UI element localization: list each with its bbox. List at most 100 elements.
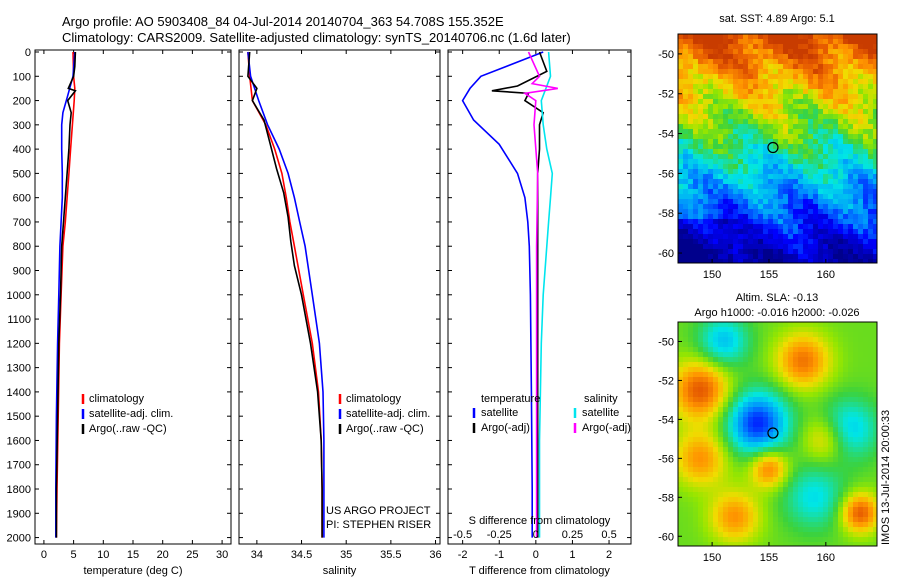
sst-map-cell bbox=[748, 49, 753, 54]
sst-map-cell bbox=[783, 239, 788, 244]
sst-map-cell bbox=[798, 109, 803, 114]
sst-map-cell bbox=[858, 199, 863, 204]
sst-map-cell bbox=[733, 109, 738, 114]
sla-map-cell bbox=[818, 397, 823, 402]
sst-map-cell bbox=[873, 134, 877, 139]
sst-map-cell bbox=[678, 254, 683, 259]
sst-map-cell bbox=[733, 254, 738, 259]
sla-map-cell bbox=[853, 407, 858, 412]
sst-map-cell bbox=[688, 84, 693, 89]
sst-map-cell bbox=[683, 89, 688, 94]
sst-map-cell bbox=[708, 119, 713, 124]
sla-map-cell bbox=[813, 522, 818, 527]
sla-map-cell bbox=[843, 507, 848, 512]
sst-map-cell bbox=[753, 144, 758, 149]
sst-map-cell bbox=[858, 124, 863, 129]
sst-map-cell bbox=[773, 124, 778, 129]
sla-map-cell bbox=[748, 367, 753, 372]
sla-map-cell bbox=[853, 442, 858, 447]
sla-map-cell bbox=[848, 367, 853, 372]
sla-map-cell bbox=[793, 397, 798, 402]
sst-map-cell bbox=[733, 134, 738, 139]
sst-map-cell bbox=[738, 49, 743, 54]
sst-map-cell bbox=[738, 84, 743, 89]
sla-map-cell bbox=[823, 422, 828, 427]
sla-map-cell bbox=[733, 412, 738, 417]
sla-map-cell bbox=[858, 362, 863, 367]
sst-map-cell bbox=[868, 199, 873, 204]
sst-map-cell bbox=[813, 234, 818, 239]
sla-map-cell bbox=[708, 387, 713, 392]
sla-map-cell bbox=[748, 492, 753, 497]
sst-map-cell bbox=[748, 109, 753, 114]
sst-map-cell bbox=[868, 64, 873, 69]
sla-map-cell bbox=[683, 477, 688, 482]
sla-map-cell bbox=[843, 372, 848, 377]
sst-map-cell bbox=[818, 224, 823, 229]
sst-map-cell bbox=[778, 194, 783, 199]
sst-map-cell bbox=[873, 114, 877, 119]
sla-map-cell bbox=[818, 537, 823, 542]
sla-map-cell bbox=[753, 397, 758, 402]
sst-map-cell bbox=[813, 44, 818, 49]
sst-map-cell bbox=[698, 89, 703, 94]
sst-map-cell bbox=[678, 124, 683, 129]
sst-map-cell bbox=[818, 194, 823, 199]
sla-map-cell bbox=[858, 462, 863, 467]
figure-title-line-1: Argo profile: AO 5903408_84 04-Jul-2014 … bbox=[62, 14, 504, 29]
sla-map-cell bbox=[848, 502, 853, 507]
sst-map-cell bbox=[853, 219, 858, 224]
sla-map-cell bbox=[833, 402, 838, 407]
sla-map-cell bbox=[718, 367, 723, 372]
sst-map-cell bbox=[788, 179, 793, 184]
sst-map-cell bbox=[853, 119, 858, 124]
sst-map-cell bbox=[683, 139, 688, 144]
sla-map-cell bbox=[788, 362, 793, 367]
sla-map-cell bbox=[698, 417, 703, 422]
sst-map-cell bbox=[693, 234, 698, 239]
sst-map-cell bbox=[863, 194, 868, 199]
sla-map-cell bbox=[833, 417, 838, 422]
sst-map-cell bbox=[873, 189, 877, 194]
sst-map-cell bbox=[703, 259, 708, 263]
sla-map-cell bbox=[793, 357, 798, 362]
sst-map-cell bbox=[748, 59, 753, 64]
sst-map-cell bbox=[873, 209, 877, 214]
sst-map-cell bbox=[743, 149, 748, 154]
sst-map-cell bbox=[823, 239, 828, 244]
sla-map-cell bbox=[768, 382, 773, 387]
temperature-panel-ytick-label: 1500 bbox=[7, 411, 31, 423]
sst-map-cell bbox=[698, 84, 703, 89]
sla-map-cell bbox=[853, 452, 858, 457]
sla-map-cell bbox=[708, 542, 713, 546]
sla-map-cell bbox=[823, 442, 828, 447]
sst-map-cell bbox=[858, 234, 863, 239]
sst-map-cell bbox=[873, 249, 877, 254]
sst-map-cell bbox=[843, 124, 848, 129]
sst-map-cell bbox=[723, 209, 728, 214]
sst-map-cell bbox=[718, 94, 723, 99]
sla-map-cell bbox=[823, 417, 828, 422]
sla-map-cell bbox=[848, 517, 853, 522]
sst-map-cell bbox=[788, 224, 793, 229]
sla-map-cell bbox=[713, 442, 718, 447]
sla-map-cell bbox=[768, 437, 773, 442]
sla-map-cell bbox=[828, 432, 833, 437]
sst-map-cell bbox=[748, 239, 753, 244]
sla-map-cell bbox=[868, 462, 873, 467]
sst-map-cell bbox=[788, 219, 793, 224]
sst-map-cell bbox=[858, 119, 863, 124]
sst-map-cell bbox=[768, 159, 773, 164]
sst-map-cell bbox=[768, 69, 773, 74]
sst-map-cell bbox=[733, 244, 738, 249]
sst-map-cell bbox=[793, 224, 798, 229]
sla-map-cell bbox=[768, 497, 773, 502]
sst-map-cell bbox=[758, 99, 763, 104]
sst-map-cell bbox=[683, 259, 688, 263]
sla-map-cell bbox=[838, 427, 843, 432]
sla-map-cell bbox=[793, 407, 798, 412]
sla-map-cell bbox=[763, 442, 768, 447]
sla-map-cell bbox=[748, 452, 753, 457]
sla-map-cell bbox=[708, 377, 713, 382]
sla-map-cell bbox=[688, 402, 693, 407]
